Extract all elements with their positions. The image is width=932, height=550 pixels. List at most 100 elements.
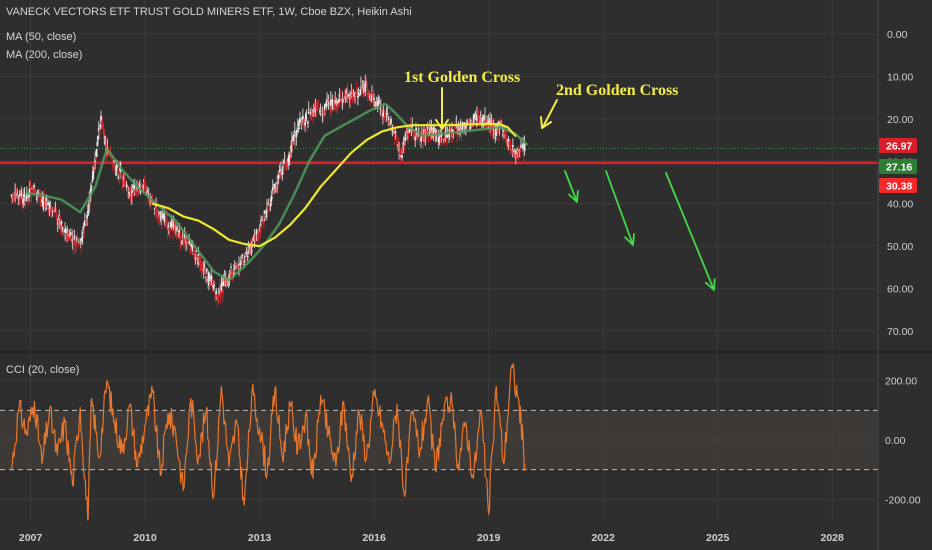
candle-body [470, 120, 472, 122]
candle-body [504, 135, 507, 136]
candle-body [443, 137, 446, 139]
candle-body [494, 133, 497, 135]
candle-body [284, 160, 287, 162]
candle [373, 93, 376, 107]
candle [440, 134, 442, 146]
candle-body [38, 190, 41, 193]
candle-body [266, 207, 269, 211]
candle-body [186, 239, 189, 243]
cci-pane[interactable] [0, 354, 878, 521]
candle [274, 188, 276, 194]
candle [93, 161, 96, 171]
candle-body [291, 142, 294, 147]
candle [355, 81, 358, 95]
candle-body [362, 89, 365, 94]
candle-body [517, 155, 520, 159]
candle [160, 210, 163, 225]
candle-body [169, 228, 171, 230]
candle [491, 117, 494, 137]
candle [395, 134, 398, 137]
candle-body [135, 192, 138, 194]
price-y-tick-label: 50.00 [887, 241, 913, 253]
candle-body [275, 186, 278, 188]
candle-body [509, 142, 511, 145]
candle-body [373, 98, 376, 100]
candle-body [122, 176, 125, 179]
candle [274, 182, 277, 193]
candle [481, 116, 483, 129]
candle-body [368, 96, 371, 98]
candle [123, 173, 126, 188]
cci-y-axis[interactable]: 200.00 0.00 -200.00 [885, 376, 921, 507]
candle-body [437, 137, 440, 142]
candle-body [327, 103, 330, 105]
candle [335, 105, 337, 112]
candle-body [171, 224, 174, 226]
candle [361, 79, 364, 90]
x-axis[interactable]: 2007 2010 2013 2016 2019 2022 2025 2028 [19, 532, 844, 544]
candle-body [365, 82, 367, 85]
candle [202, 260, 205, 280]
candle-body [197, 254, 200, 257]
candle-body [482, 118, 485, 120]
candle-body [370, 100, 373, 101]
candle-body [125, 182, 127, 186]
annotation-arrows [564, 170, 716, 291]
candle-body [278, 170, 281, 173]
candle-body [331, 99, 334, 106]
candle [186, 238, 189, 251]
candle-body [29, 186, 32, 188]
price-badge-label: 30.38 [886, 181, 912, 193]
candle [305, 109, 308, 121]
candle [241, 252, 243, 267]
candle-body [467, 119, 470, 124]
candle-body [407, 132, 410, 134]
candle-body [324, 109, 327, 113]
candle-body [269, 203, 272, 207]
candle-body [76, 236, 79, 239]
candle-body [378, 100, 381, 104]
candle-body [54, 209, 57, 213]
candle [495, 123, 498, 136]
candle-body [267, 202, 270, 205]
price-pane[interactable]: 1st Golden Cross 2nd Golden Cross [0, 0, 878, 350]
candle [340, 99, 342, 106]
candle-body [441, 138, 444, 140]
candle [316, 102, 319, 111]
candle-body [286, 162, 289, 164]
candle [337, 98, 340, 105]
candle [81, 232, 84, 245]
candle-body [74, 239, 77, 245]
candle [369, 93, 372, 107]
candle [257, 230, 260, 243]
candle-body [426, 131, 428, 136]
candle-body [304, 122, 306, 126]
candle-body [289, 152, 292, 154]
candle-body [25, 197, 28, 199]
candle-body [363, 91, 366, 96]
candle-body [390, 118, 392, 124]
candle [148, 198, 151, 209]
candle-body [474, 113, 477, 115]
candle-body [374, 102, 377, 106]
pane-divider[interactable] [0, 350, 932, 354]
candle-body [42, 200, 44, 202]
candle [70, 234, 73, 245]
candle [14, 182, 17, 194]
candle [144, 181, 147, 190]
candle-body [52, 207, 55, 210]
candle-body [451, 132, 454, 136]
candle-body [483, 120, 486, 125]
candle-body [33, 185, 36, 188]
candle [244, 250, 247, 259]
candle [404, 134, 406, 146]
candle [235, 263, 237, 270]
candle-body [163, 216, 166, 218]
candle [293, 121, 296, 133]
candle [83, 228, 86, 240]
candle-body [57, 222, 60, 223]
candle-body [420, 137, 422, 142]
candle [169, 227, 171, 239]
